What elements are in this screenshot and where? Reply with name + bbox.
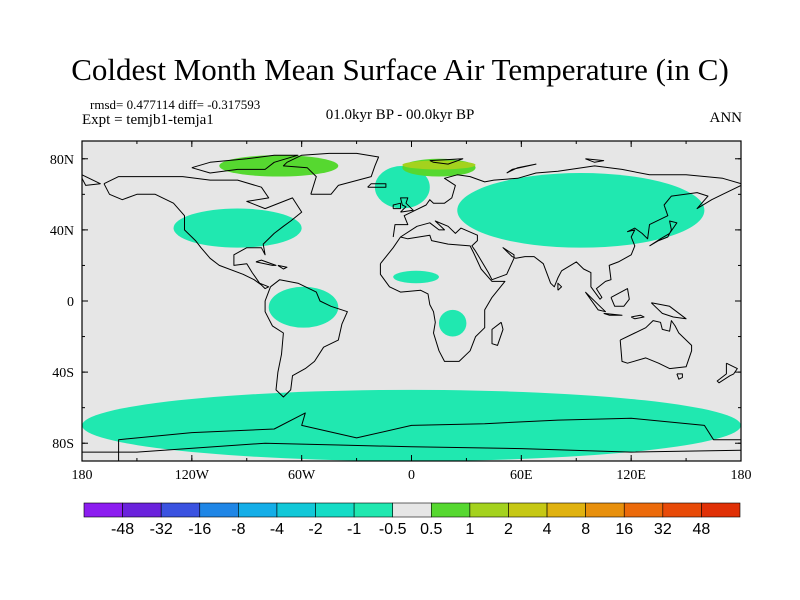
coastline-6 bbox=[82, 442, 741, 453]
anomaly-region-9 bbox=[402, 160, 476, 170]
coastline-20 bbox=[491, 321, 504, 346]
stats-label: rmsd= 0.477114 diff= -0.317593 bbox=[90, 97, 261, 112]
coastline-8 bbox=[191, 154, 299, 174]
coastlines bbox=[82, 152, 741, 461]
plot-area bbox=[82, 141, 741, 461]
colorbar-box-3 bbox=[199, 502, 239, 518]
coastline-11 bbox=[392, 202, 401, 210]
anomaly-region-3 bbox=[268, 286, 339, 328]
coastline-26 bbox=[506, 163, 537, 174]
colorbar-box-4 bbox=[238, 502, 278, 518]
season-label: ANN bbox=[709, 110, 743, 126]
colorbar-label-7: -0.5 bbox=[379, 521, 407, 538]
coastline-15 bbox=[716, 362, 738, 384]
colorbar-label-5: -2 bbox=[308, 521, 322, 538]
colorbar: -48 -32 -16 -8 -4 -2 -1 -0.5 0.5 1 2 4 8 16 32 48 bbox=[83, 502, 741, 538]
coastline-4 bbox=[400, 184, 741, 300]
colorbar-box-2 bbox=[160, 502, 201, 518]
x-tick-label-3: 0 bbox=[408, 468, 415, 483]
coastline-0 bbox=[103, 176, 303, 290]
coastline-2 bbox=[379, 234, 506, 362]
coastline-12 bbox=[649, 220, 678, 247]
anomaly-region-7 bbox=[219, 155, 339, 177]
y-tick-label-4: 80S bbox=[52, 437, 74, 452]
coastline-17 bbox=[610, 288, 630, 307]
colorbar-box-11 bbox=[508, 502, 548, 518]
colorbar-box-12 bbox=[546, 502, 586, 518]
coastline-25 bbox=[429, 158, 464, 165]
colorbar-box-14 bbox=[623, 502, 664, 518]
anomaly-region-0 bbox=[173, 208, 302, 248]
colorbar-box-9 bbox=[430, 502, 471, 518]
colorbar-label-8: 0.5 bbox=[420, 521, 442, 538]
coastline-1 bbox=[264, 279, 348, 398]
coastline-23 bbox=[277, 264, 288, 270]
experiment-label: Expt = temjb1-temja1 bbox=[82, 112, 214, 128]
coastline-24 bbox=[82, 174, 101, 186]
coastline-5 bbox=[118, 412, 741, 461]
coastline-14 bbox=[676, 373, 683, 380]
y-tick-label-3: 40S bbox=[52, 366, 74, 381]
colorbar-box-13 bbox=[585, 502, 625, 518]
colorbar-label-4: -4 bbox=[270, 521, 284, 538]
colorbar-label-9: 1 bbox=[465, 521, 474, 538]
coastline-28 bbox=[630, 314, 645, 320]
anomaly-region-4 bbox=[438, 309, 467, 337]
colorbar-box-7 bbox=[353, 502, 394, 518]
colorbar-label-0: -48 bbox=[111, 521, 134, 538]
x-tick-label-0: 180 bbox=[72, 468, 93, 483]
colorbar-label-6: -1 bbox=[347, 521, 361, 538]
colorbar-box-6 bbox=[315, 502, 355, 518]
colorbar-label-12: 8 bbox=[581, 521, 590, 538]
coastline-21 bbox=[557, 282, 563, 291]
y-tick-label-1: 40N bbox=[50, 224, 74, 239]
period-label: 01.0kyr BP - 00.0kyr BP bbox=[325, 107, 475, 123]
x-tick-label-4: 60E bbox=[510, 468, 533, 483]
colorbar-box-10 bbox=[469, 502, 509, 518]
colorbar-box-16 bbox=[701, 502, 741, 518]
colorbar-label-10: 2 bbox=[504, 521, 513, 538]
colorbar-label-1: -32 bbox=[150, 521, 173, 538]
coastline-9 bbox=[367, 183, 387, 188]
colorbar-box-0 bbox=[83, 502, 123, 518]
anomaly-region-2 bbox=[457, 173, 705, 248]
coastline-13 bbox=[619, 320, 693, 370]
x-tick-label-1: 120W bbox=[175, 468, 210, 483]
x-tick-label-6: 180 bbox=[731, 468, 752, 483]
anomaly-region-5 bbox=[393, 270, 439, 284]
colorbar-label-11: 4 bbox=[543, 521, 552, 538]
colorbar-box-15 bbox=[662, 502, 702, 518]
map-layer bbox=[82, 141, 741, 461]
colorbar-label-15: 48 bbox=[693, 521, 711, 538]
y-tick-label-2: 0 bbox=[67, 295, 74, 310]
colorbar-label-3: -8 bbox=[231, 521, 245, 538]
colorbar-label-14: 32 bbox=[654, 521, 672, 538]
axis-layer: 180 120W 60W 0 60E 120E 180 80N 40N 0 40S 80S bbox=[50, 140, 752, 483]
x-tick-label-2: 60W bbox=[288, 468, 316, 483]
colorbar-box-1 bbox=[122, 502, 162, 518]
coastline-22 bbox=[255, 259, 277, 266]
anomaly-region-1 bbox=[374, 165, 430, 209]
colorbar-box-5 bbox=[276, 502, 316, 518]
coastline-27 bbox=[585, 158, 605, 163]
chart-title: Coldest Month Mean Surface Air Temperatu… bbox=[71, 52, 729, 87]
y-tick-label-0: 80N bbox=[50, 153, 74, 168]
coastline-3 bbox=[392, 165, 741, 238]
coastline-18 bbox=[584, 291, 606, 313]
colorbar-label-13: 16 bbox=[615, 521, 633, 538]
colorbar-box-8 bbox=[392, 502, 432, 518]
coastline-10 bbox=[400, 197, 414, 213]
coastline-19 bbox=[603, 312, 623, 316]
colorbar-label-2: -16 bbox=[188, 521, 211, 538]
coastline-16 bbox=[650, 302, 687, 320]
coastline-7 bbox=[282, 152, 380, 195]
x-tick-label-5: 120E bbox=[616, 468, 646, 483]
